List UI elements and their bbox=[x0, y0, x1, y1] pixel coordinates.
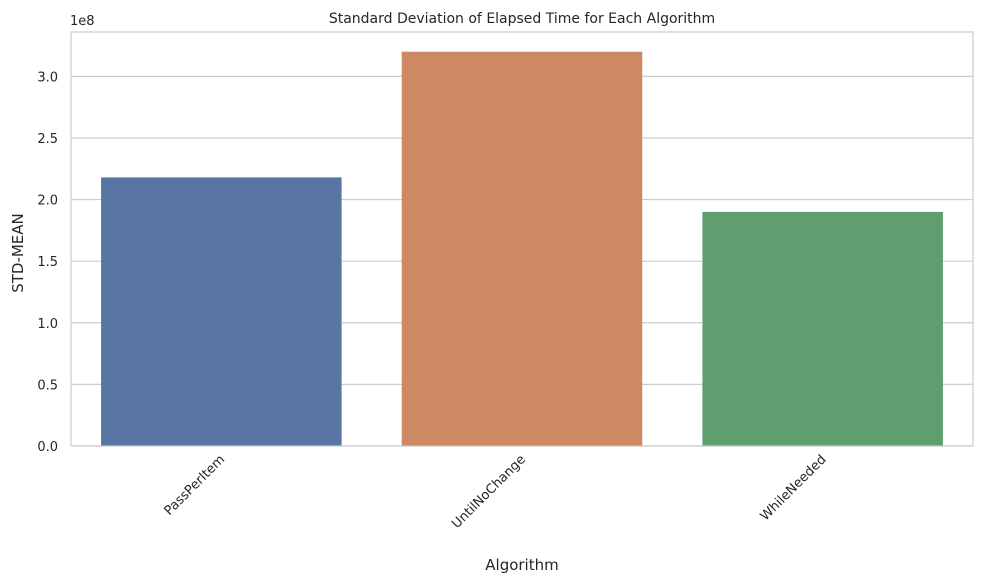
plot-area-frame bbox=[70, 31, 974, 447]
y-tick-labels: 0.0 0.5 1.0 1.5 2.0 2.5 3.0 bbox=[37, 70, 58, 455]
y-tick-label: 1.5 bbox=[37, 255, 58, 270]
y-tick-label: 1.0 bbox=[37, 317, 58, 332]
bar-whileneeded bbox=[702, 211, 943, 446]
y-tick-label: 0.0 bbox=[37, 440, 58, 455]
y-axis-offset-label: 1e8 bbox=[70, 14, 95, 29]
y-axis-label: STD-MEAN bbox=[9, 213, 27, 293]
bars bbox=[101, 51, 943, 446]
chart-title: Standard Deviation of Elapsed Time for E… bbox=[329, 11, 715, 27]
y-tick-label: 2.0 bbox=[37, 194, 58, 209]
y-tick-label: 3.0 bbox=[37, 70, 58, 85]
x-axis-label: Algorithm bbox=[485, 556, 558, 574]
y-tick-label: 2.5 bbox=[37, 132, 58, 147]
y-tick-label: 0.5 bbox=[37, 378, 58, 393]
bar-passperitem bbox=[101, 177, 342, 446]
bar-untilnochange bbox=[401, 51, 643, 446]
